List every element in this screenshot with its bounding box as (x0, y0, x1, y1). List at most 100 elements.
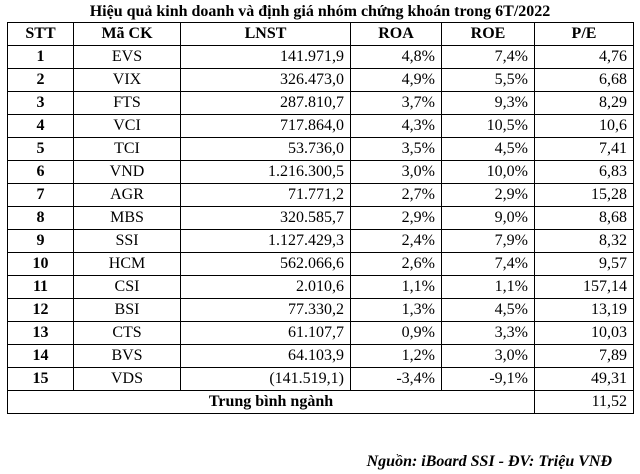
cell-code: VIX (73, 68, 181, 92)
cell-stt: 4 (7, 114, 74, 138)
cell-code: BSI (73, 298, 181, 322)
cell-code: EVS (73, 45, 181, 69)
cell-pe: 15,28 (534, 183, 634, 207)
cell-code: HCM (73, 252, 181, 276)
cell-roe: 3,0% (441, 344, 535, 368)
cell-pe: 8,29 (534, 91, 634, 115)
cell-roa: 4,9% (350, 68, 442, 92)
cell-lnst: 287.810,7 (180, 91, 351, 115)
cell-roa: 3,0% (350, 160, 442, 184)
cell-stt: 3 (7, 91, 74, 115)
table-row: 2 VIX 326.473,0 4,9% 5,5% 6,68 (7, 68, 634, 92)
cell-lnst: 2.010,6 (180, 275, 351, 299)
cell-code: FTS (73, 91, 181, 115)
header-roa: ROA (350, 22, 442, 46)
cell-roa: 2,9% (350, 206, 442, 230)
table-row: 1 EVS 141.971,9 4,8% 7,4% 4,76 (7, 45, 634, 69)
cell-lnst: 562.066,6 (180, 252, 351, 276)
header-row: STT Mã CK LNST ROA ROE P/E (7, 22, 634, 46)
cell-pe: 8,68 (534, 206, 634, 230)
cell-roe: 7,9% (441, 229, 535, 253)
cell-lnst: 64.103,9 (180, 344, 351, 368)
cell-code: SSI (73, 229, 181, 253)
cell-lnst: 61.107,7 (180, 321, 351, 345)
header-pe: P/E (534, 22, 634, 46)
cell-roe: 4,5% (441, 298, 535, 322)
cell-roa: 2,7% (350, 183, 442, 207)
cell-roe: 4,5% (441, 137, 535, 161)
cell-code: TCI (73, 137, 181, 161)
cell-roa: 3,5% (350, 137, 442, 161)
table-row: 7 AGR 71.771,2 2,7% 2,9% 15,28 (7, 183, 634, 207)
header-code: Mã CK (73, 22, 181, 46)
table-row: 9 SSI 1.127.429,3 2,4% 7,9% 8,32 (7, 229, 634, 253)
cell-roa: -3,4% (350, 367, 442, 391)
cell-pe: 7,89 (534, 344, 634, 368)
cell-stt: 2 (7, 68, 74, 92)
cell-stt: 8 (7, 206, 74, 230)
cell-lnst: 1.127.429,3 (180, 229, 351, 253)
table-row: 15 VDS (141.519,1) -3,4% -9,1% 49,31 (7, 367, 634, 391)
average-pe: 11,52 (534, 390, 634, 414)
cell-pe: 9,57 (534, 252, 634, 276)
cell-lnst: (141.519,1) (180, 367, 351, 391)
cell-code: CTS (73, 321, 181, 345)
cell-code: BVS (73, 344, 181, 368)
table-row: 11 CSI 2.010,6 1,1% 1,1% 157,14 (7, 275, 634, 299)
cell-stt: 5 (7, 137, 74, 161)
cell-stt: 14 (7, 344, 74, 368)
cell-roe: 9,3% (441, 91, 535, 115)
average-row: Trung bình ngành 11,52 (7, 390, 634, 414)
cell-stt: 13 (7, 321, 74, 345)
cell-roe: 10,0% (441, 160, 535, 184)
cell-pe: 10,6 (534, 114, 634, 138)
cell-stt: 12 (7, 298, 74, 322)
cell-roa: 1,1% (350, 275, 442, 299)
cell-roe: 1,1% (441, 275, 535, 299)
cell-pe: 6,83 (534, 160, 634, 184)
table-row: 12 BSI 77.330,2 1,3% 4,5% 13,19 (7, 298, 634, 322)
cell-pe: 49,31 (534, 367, 634, 391)
cell-lnst: 53.736,0 (180, 137, 351, 161)
cell-roa: 4,8% (350, 45, 442, 69)
cell-stt: 1 (7, 45, 74, 69)
cell-lnst: 77.330,2 (180, 298, 351, 322)
cell-code: CSI (73, 275, 181, 299)
cell-stt: 11 (7, 275, 74, 299)
cell-roa: 2,6% (350, 252, 442, 276)
table-row: 10 HCM 562.066,6 2,6% 7,4% 9,57 (7, 252, 634, 276)
cell-stt: 6 (7, 160, 74, 184)
cell-code: VCI (73, 114, 181, 138)
cell-roe: 2,9% (441, 183, 535, 207)
cell-pe: 13,19 (534, 298, 634, 322)
cell-stt: 7 (7, 183, 74, 207)
header-stt: STT (7, 22, 74, 46)
cell-code: VDS (73, 367, 181, 391)
average-label: Trung bình ngành (7, 390, 535, 414)
cell-roe: 10,5% (441, 114, 535, 138)
cell-pe: 8,32 (534, 229, 634, 253)
cell-lnst: 326.473,0 (180, 68, 351, 92)
source-note: Nguồn: iBoard SSI - ĐV: Triệu VNĐ (366, 453, 612, 470)
table-row: 6 VND 1.216.300,5 3,0% 10,0% 6,83 (7, 160, 634, 184)
cell-code: VND (73, 160, 181, 184)
table-row: 14 BVS 64.103,9 1,2% 3,0% 7,89 (7, 344, 634, 368)
cell-roe: 7,4% (441, 45, 535, 69)
cell-roa: 1,3% (350, 298, 442, 322)
cell-roa: 3,7% (350, 91, 442, 115)
cell-roe: -9,1% (441, 367, 535, 391)
table-row: 4 VCI 717.864,0 4,3% 10,5% 10,6 (7, 114, 634, 138)
cell-pe: 157,14 (534, 275, 634, 299)
securities-table: STT Mã CK LNST ROA ROE P/E 1 EVS 141.971,9… (7, 22, 634, 414)
header-lnst: LNST (180, 22, 351, 46)
cell-lnst: 717.864,0 (180, 114, 351, 138)
cell-pe: 10,03 (534, 321, 634, 345)
table-title: Hiệu quả kinh doanh và định giá nhóm chứ… (89, 3, 551, 20)
cell-code: AGR (73, 183, 181, 207)
table-row: 3 FTS 287.810,7 3,7% 9,3% 8,29 (7, 91, 634, 115)
cell-roe: 5,5% (441, 68, 535, 92)
cell-code: MBS (73, 206, 181, 230)
cell-roa: 4,3% (350, 114, 442, 138)
cell-pe: 7,41 (534, 137, 634, 161)
cell-roe: 7,4% (441, 252, 535, 276)
